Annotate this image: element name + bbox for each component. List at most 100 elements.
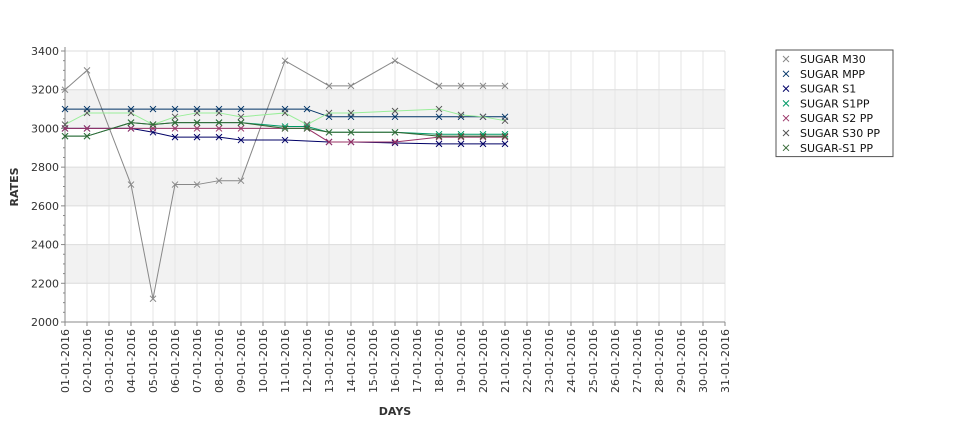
legend-item: SUGAR-S1 PP (782, 142, 873, 155)
data-point (193, 133, 201, 141)
y-tick-label: 3400 (31, 45, 59, 58)
data-point (61, 86, 69, 94)
x-tick-label: 10-01-2016 (257, 329, 270, 393)
x-tick-label: 08-01-2016 (213, 329, 226, 393)
legend-marker (782, 114, 790, 122)
y-tick-label: 2400 (31, 239, 59, 252)
series-sugar-m30 (61, 57, 509, 303)
data-point (193, 181, 201, 188)
x-tick-label: 19-01-2016 (455, 329, 468, 393)
data-point (303, 105, 311, 113)
data-point (149, 121, 157, 128)
data-point (127, 119, 135, 126)
x-tick-label: 02-01-2016 (81, 329, 94, 393)
y-tick-label: 2200 (31, 277, 59, 290)
data-point (457, 82, 465, 90)
x-tick-label: 26-01-2016 (609, 329, 622, 393)
x-tick-label: 06-01-2016 (169, 329, 182, 393)
x-tick-label: 05-01-2016 (147, 329, 160, 393)
data-point (325, 82, 333, 90)
data-point (435, 140, 443, 148)
data-point (501, 133, 509, 141)
x-tick-label: 17-01-2016 (411, 329, 424, 393)
legend-marker (782, 129, 790, 137)
legend-item: SUGAR S2 PP (782, 112, 873, 125)
x-tick-label: 21-01-2016 (499, 329, 512, 393)
x-axis-ticks: 01-01-2016 02-01-2016 03-01-2016 04-01-2016… (59, 322, 732, 393)
data-point (171, 133, 179, 141)
legend-marker (782, 100, 790, 107)
data-point (501, 117, 509, 125)
legend-label: SUGAR S2 PP (800, 112, 873, 125)
legend-marker (782, 85, 790, 92)
data-point (83, 109, 91, 117)
data-point (457, 132, 465, 140)
legend-label: SUGAR S30 PP (800, 127, 880, 140)
data-point (391, 107, 399, 115)
x-tick-label: 03-01-2016 (103, 329, 116, 393)
x-tick-label: 07-01-2016 (191, 329, 204, 393)
data-point (215, 177, 223, 185)
x-tick-label: 24-01-2016 (565, 329, 578, 393)
data-point (391, 113, 399, 121)
y-axis-ticks: 2000 2200 2400 2600 2800 3000 3200 3400 (31, 45, 65, 329)
data-point (215, 109, 223, 117)
data-point (171, 119, 179, 126)
data-point (347, 128, 355, 136)
data-point (457, 111, 465, 119)
data-point (149, 295, 157, 303)
data-point (171, 125, 179, 132)
data-point (325, 128, 333, 136)
data-point (281, 136, 289, 144)
data-point (193, 125, 201, 132)
data-point (215, 125, 223, 132)
y-tick-label: 3200 (31, 84, 59, 97)
x-tick-label: 18-01-2016 (433, 329, 446, 393)
legend-box (775, 49, 894, 158)
data-point (391, 139, 399, 147)
data-point (171, 105, 179, 113)
data-point (479, 132, 487, 140)
data-point (391, 57, 399, 65)
data-point (171, 113, 179, 121)
legend-label: SUGAR S1 (800, 83, 856, 96)
data-point (457, 140, 465, 148)
legend-marker (782, 55, 790, 63)
data-point (215, 133, 223, 141)
data-point (435, 105, 443, 113)
data-point (193, 119, 201, 126)
y-tick-label: 2600 (31, 200, 59, 213)
data-point (237, 136, 245, 144)
series-sugar-s1-pp (61, 119, 509, 140)
legend-label: SUGAR M30 (800, 53, 866, 66)
data-point (237, 177, 245, 185)
x-tick-label: 09-01-2016 (235, 329, 248, 393)
x-tick-label: 27-01-2016 (631, 329, 644, 393)
data-point (391, 128, 399, 136)
data-point (479, 113, 487, 121)
x-tick-label: 25-01-2016 (587, 329, 600, 393)
data-point (501, 140, 509, 148)
data-point (237, 105, 245, 113)
series-layer (61, 57, 509, 303)
y-tick-label: 3000 (31, 122, 59, 135)
data-point (435, 82, 443, 90)
x-tick-label: 01-01-2016 (59, 329, 72, 393)
x-tick-label: 30-01-2016 (697, 329, 710, 393)
series-line-sugar-s1 (65, 127, 505, 145)
data-point (303, 125, 311, 132)
data-point (61, 132, 69, 140)
data-point (325, 109, 333, 117)
data-point (127, 181, 135, 188)
data-point (61, 121, 69, 128)
data-point (83, 132, 91, 140)
data-point (281, 125, 289, 132)
data-point (479, 140, 487, 148)
legend-marker (782, 144, 790, 152)
data-point (237, 125, 245, 132)
series-sugar-s30-pp (61, 105, 509, 128)
data-point (193, 109, 201, 117)
x-tick-label: 20-01-2016 (477, 329, 490, 393)
legend-label: SUGAR S1PP (800, 97, 870, 110)
